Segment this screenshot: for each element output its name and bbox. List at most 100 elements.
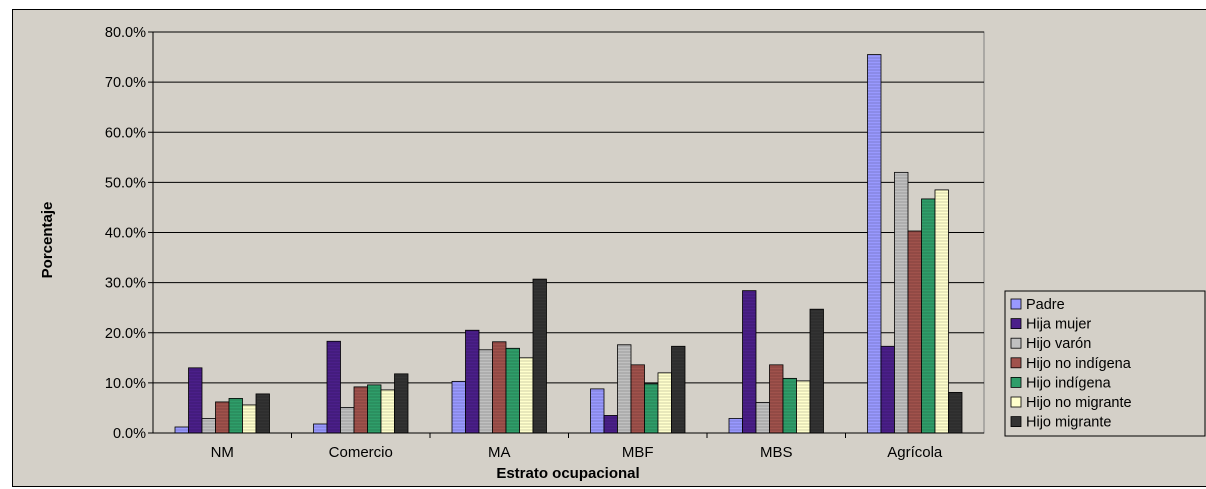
legend-swatch — [1010, 376, 1022, 388]
legend-item: Hijo indígena — [1010, 375, 1112, 391]
bar — [644, 383, 659, 434]
y-tick-label: 0.0% — [113, 426, 146, 442]
y-tick-label: 30.0% — [105, 276, 146, 292]
bar-texture — [519, 357, 533, 433]
bar-texture — [479, 349, 493, 433]
bar — [590, 388, 605, 434]
y-tick-label: 50.0% — [105, 175, 146, 191]
bar — [921, 198, 936, 434]
bar — [505, 347, 520, 434]
bar — [532, 278, 547, 434]
bar — [255, 393, 270, 434]
bar-texture — [367, 384, 381, 433]
y-tick-label: 80.0% — [105, 25, 146, 41]
bar-texture — [783, 378, 797, 433]
bar-texture — [935, 189, 949, 433]
legend-swatch — [1010, 318, 1022, 330]
bar — [867, 54, 882, 434]
bar-texture — [533, 279, 547, 433]
bar-texture — [729, 418, 743, 433]
bar — [492, 341, 507, 434]
bar-texture — [188, 367, 202, 433]
legend-swatch — [1010, 337, 1022, 349]
legend: Padre Hija mujer Hijo varón Hijo no indígen… — [1004, 290, 1206, 437]
x-axis-label: Estrato ocupacional — [496, 465, 639, 482]
bar-texture — [644, 383, 658, 433]
bar — [755, 402, 770, 434]
bar-texture — [381, 389, 395, 433]
legend-label: Hijo no migrante — [1026, 395, 1132, 411]
bar-texture — [590, 388, 604, 433]
legend-item: Hijo varón — [1010, 336, 1091, 352]
bar — [478, 349, 493, 434]
x-category-label: Comercio — [329, 444, 393, 461]
bar-texture — [810, 309, 824, 433]
bar — [451, 380, 466, 434]
y-axis-ticks: 0.0% 10.0% 20.0% 30.0% 40.0% 50.0% 60.0% 70.0% 8… — [105, 25, 153, 442]
bar — [188, 367, 203, 434]
bar-texture — [921, 198, 935, 433]
bar — [380, 389, 395, 434]
x-category-label: MBF — [622, 444, 654, 461]
bar — [880, 345, 895, 434]
bar — [630, 364, 645, 434]
bar — [603, 415, 618, 434]
bar — [809, 308, 824, 434]
bar-texture — [908, 230, 922, 433]
bar — [242, 404, 257, 434]
bar-texture — [506, 348, 520, 433]
legend-swatch — [1010, 298, 1022, 310]
legend-label: Hijo indígena — [1026, 375, 1112, 391]
y-tick-label: 40.0% — [105, 226, 146, 242]
x-category-label: MBS — [760, 444, 793, 461]
bar-texture — [742, 290, 756, 433]
bar — [174, 426, 189, 434]
bar — [728, 418, 743, 434]
legend-item: Hija mujer — [1010, 317, 1091, 333]
legend-swatch — [1010, 396, 1022, 408]
bars — [174, 54, 963, 434]
bar-texture — [452, 381, 466, 433]
bar-texture — [354, 386, 368, 433]
bar — [367, 384, 382, 434]
x-category-label: Agrícola — [887, 444, 943, 461]
bar-texture — [394, 373, 408, 433]
bar — [657, 372, 672, 434]
bar-texture — [617, 344, 631, 433]
bar — [519, 357, 534, 434]
legend-item: Hijo migrante — [1010, 415, 1111, 431]
bar-texture — [215, 401, 229, 433]
gridlines — [153, 31, 984, 384]
legend-label: Hijo no indígena — [1026, 356, 1132, 372]
y-axis-label: Porcentaje — [39, 202, 56, 279]
x-category-label: MA — [488, 444, 511, 461]
bar — [671, 345, 686, 434]
bar-texture — [671, 346, 685, 433]
y-tick-label: 60.0% — [105, 125, 146, 141]
legend-label: Padre — [1026, 297, 1065, 313]
bar-texture — [867, 54, 881, 434]
bar — [617, 344, 632, 434]
bar-texture — [658, 372, 672, 433]
x-axis-categories: NM Comercio MA MBF MBS Agrícola — [211, 433, 943, 461]
bar-texture — [465, 330, 479, 433]
bar — [394, 373, 409, 434]
bar-texture — [796, 380, 810, 433]
bar — [782, 377, 797, 434]
bar — [340, 407, 355, 434]
bar — [907, 230, 922, 434]
legend-item: Hijo no indígena — [1010, 356, 1132, 372]
legend-label: Hijo migrante — [1026, 415, 1111, 431]
bar — [465, 329, 480, 434]
bar — [201, 418, 216, 434]
y-tick-label: 10.0% — [105, 376, 146, 392]
bar-texture — [229, 398, 243, 433]
legend-item: Padre — [1010, 297, 1065, 313]
bar-texture — [881, 346, 895, 433]
bar — [313, 423, 328, 434]
bar — [796, 380, 811, 434]
bar — [742, 290, 757, 434]
bar-texture — [604, 415, 618, 433]
legend-swatch — [1010, 416, 1022, 428]
